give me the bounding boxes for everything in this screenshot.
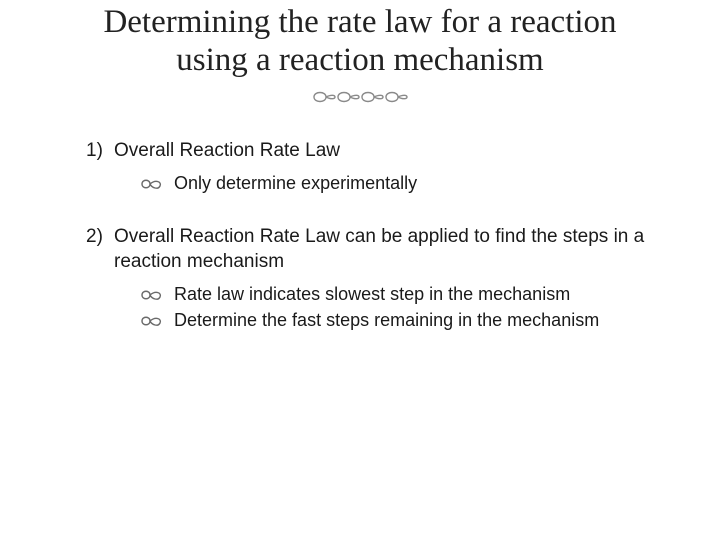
list-item: Overall Reaction Rate Law Only determine… (86, 138, 680, 196)
list-item-text: Overall Reaction Rate Law can be applied… (114, 226, 644, 273)
sub-list: Rate law indicates slowest step in the m… (114, 281, 680, 333)
sub-list-item: Determine the fast steps remaining in th… (140, 307, 680, 333)
numbered-list: Overall Reaction Rate Law Only determine… (40, 138, 680, 333)
title-ornament-icon (40, 86, 680, 112)
sub-list-item: Rate law indicates slowest step in the m… (140, 281, 680, 307)
list-item-text: Overall Reaction Rate Law (114, 140, 340, 161)
slide: Determining the rate law for a reaction … (0, 0, 720, 540)
flourish-bullet-icon (140, 173, 162, 189)
sub-list-item-text: Determine the fast steps remaining in th… (174, 310, 599, 330)
list-item: Overall Reaction Rate Law can be applied… (86, 224, 680, 333)
sub-list-item: Only determine experimentally (140, 170, 680, 196)
flourish-bullet-icon (140, 310, 162, 326)
sub-list: Only determine experimentally (114, 170, 680, 196)
page-title: Determining the rate law for a reaction … (40, 4, 680, 80)
sub-list-item-text: Only determine experimentally (174, 173, 417, 193)
sub-list-item-text: Rate law indicates slowest step in the m… (174, 284, 570, 304)
flourish-bullet-icon (140, 284, 162, 300)
